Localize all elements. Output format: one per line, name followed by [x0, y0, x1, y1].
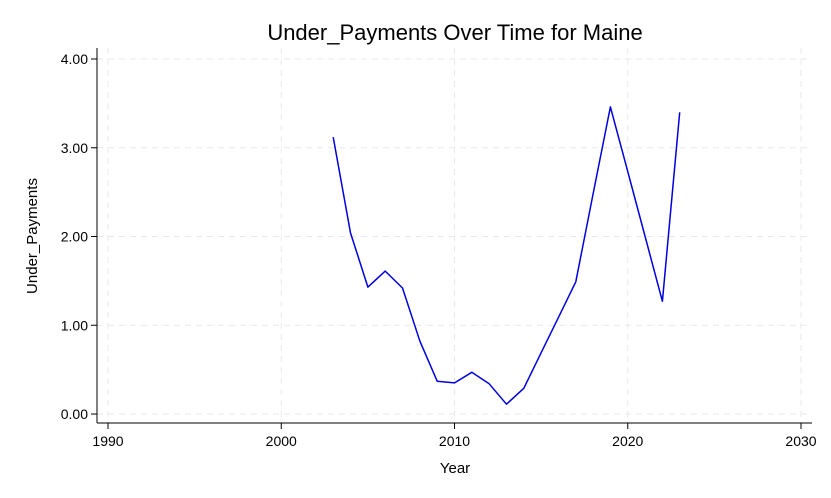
series-layer — [332, 106, 681, 405]
x-tick-label: 2000 — [266, 433, 297, 449]
y-ticks: 0.00 1.00 2.00 3.00 4.00 — [61, 51, 97, 422]
y-tick-label: 1.00 — [61, 317, 88, 333]
y-tick-label: 0.00 — [61, 406, 88, 422]
y-axis-label: Under_Payments — [24, 178, 41, 294]
x-tick-label: 2030 — [785, 433, 816, 449]
x-axis-label: Year — [440, 460, 470, 477]
chart-title: Under_Payments Over Time for Maine — [267, 20, 642, 45]
y-tick-label: 2.00 — [61, 229, 88, 245]
x-tick-label: 2020 — [612, 433, 643, 449]
x-tick-label: 1990 — [92, 433, 123, 449]
y-tick-label: 3.00 — [61, 140, 88, 156]
x-ticks: 1990 2000 2010 2020 2030 — [92, 423, 817, 449]
grid-lines — [97, 48, 812, 423]
y-tick-label: 4.00 — [61, 51, 88, 67]
x-tick-label: 2010 — [439, 433, 470, 449]
series-line — [332, 106, 681, 405]
